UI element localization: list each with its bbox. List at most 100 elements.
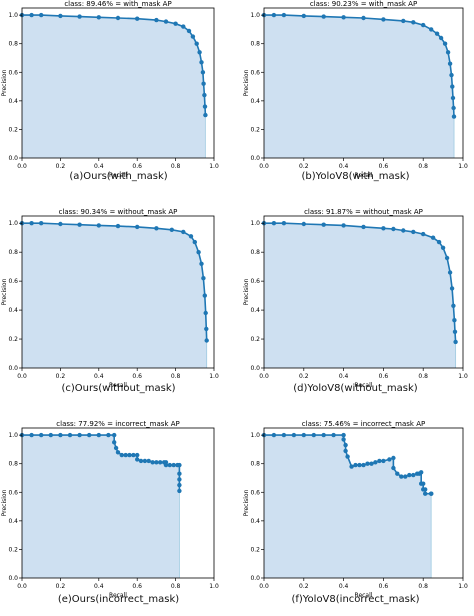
x-tick-label: 0.0 [17,583,27,590]
chart-panel-4: 0.0 0.2 0.4 0.6 0.8 1.0 0.0 0.2 0.4 0.6 0.8 1.0 clas… [243,208,468,389]
pr-point [395,471,400,476]
pr-point [119,452,125,458]
chart-panel-5: 0.0 0.2 0.4 0.6 0.8 1.0 0.0 0.2 0.4 0.6 0.8 1.0 clas… [1,420,219,599]
panel-caption: (a)Ours(with_mask) [69,171,168,182]
pr-point [442,41,448,46]
pr-point [321,432,326,438]
y-tick-label: 0.4 [8,307,18,314]
y-tick-label: 0.6 [250,278,260,285]
y-axis-label: Precision [1,278,8,305]
chart-panel-6: 0.0 0.2 0.4 0.6 0.8 1.0 0.0 0.2 0.4 0.6 0.8 1.0 clas… [243,420,468,599]
pr-point [451,303,456,308]
pr-area-fill [264,15,454,158]
panel-caption: (b)YoloV8(with_mask) [301,171,410,182]
x-tick-label: 1.0 [209,373,219,380]
x-tick-label: 0.0 [17,373,27,380]
pr-point [192,239,197,245]
pr-point [204,326,209,332]
pr-point [377,458,382,464]
pr-point [341,437,346,442]
pr-point [331,432,336,438]
chart-panel-3: 0.0 0.2 0.4 0.6 0.8 1.0 0.0 0.2 0.4 0.6 0.8 1.0 clas… [1,208,219,389]
pr-point [131,452,136,458]
y-axis-label: Precision [1,489,8,516]
y-tick-label: 0.8 [8,41,18,48]
pr-point [411,20,416,25]
pr-point [421,22,426,28]
pr-point [127,452,132,458]
pr-point [177,488,182,494]
pr-point [343,448,348,454]
pr-point [171,462,176,468]
x-axis-label: Recall [355,592,373,599]
pr-area-fill [22,223,207,368]
pr-area-fill [264,435,432,578]
pr-point [421,481,426,486]
pr-point [423,487,428,492]
pr-point [401,18,406,24]
pr-point [96,432,102,438]
pr-point [106,432,111,438]
pr-point [200,70,206,75]
pr-point [158,460,163,465]
y-tick-label: 0.0 [250,365,260,372]
pr-point [135,452,140,458]
pr-point [39,221,44,226]
pr-point [349,464,354,469]
pr-point [154,226,159,231]
pr-point [452,329,458,334]
pr-point [197,50,202,55]
pr-point [271,221,277,226]
pr-point [58,221,63,227]
y-tick-label: 0.4 [8,98,18,105]
pr-point [399,474,404,479]
x-tick-label: 0.6 [132,163,142,170]
pr-point [96,223,102,228]
y-tick-label: 0.0 [250,155,260,162]
chart-title: class: 90.34% = without_mask AP [59,208,178,216]
pr-point [177,471,182,476]
x-tick-label: 0.4 [339,373,349,380]
y-tick-label: 1.0 [250,432,260,439]
x-tick-label: 0.2 [56,583,66,590]
pr-point [440,245,446,250]
pr-point [199,60,204,65]
x-tick-label: 0.6 [132,583,142,590]
pr-point [163,462,169,468]
y-tick-label: 0.8 [8,249,18,256]
pr-curve-line [22,14,207,116]
pr-point [77,432,82,438]
x-tick-label: 0.0 [259,163,269,170]
pr-point [391,465,396,471]
panel-caption: (f)YoloV8(incorrect_mask) [291,594,420,605]
pr-point [291,432,297,438]
pr-point [341,15,346,20]
plot-frame [263,427,464,579]
plot-frame [263,7,464,159]
y-tick-label: 0.4 [8,518,18,525]
x-tick-label: 1.0 [458,373,468,380]
x-tick-label: 0.0 [259,583,269,590]
pr-point [281,221,287,226]
pr-point [177,482,182,488]
chart-title: class: 91.87% = without_mask AP [304,208,423,216]
pr-point [173,21,178,26]
x-axis-label: Recall [109,382,127,389]
pr-point [150,460,155,465]
pr-point [112,432,117,438]
pr-point [39,432,44,438]
pr-point [369,461,374,466]
x-tick-label: 0.8 [418,373,428,380]
chart-title: class: 89.46% = with_mask AP [64,0,171,8]
pr-point [115,223,121,229]
pr-point [419,470,424,475]
pr-point [447,61,453,66]
pr-point [411,229,416,235]
y-tick-label: 0.4 [250,307,260,314]
pr-point [403,474,408,479]
x-tick-label: 1.0 [209,163,219,170]
pr-point [381,226,386,231]
pr-point [341,432,346,438]
pr-point [391,226,396,232]
pr-point [194,41,199,46]
